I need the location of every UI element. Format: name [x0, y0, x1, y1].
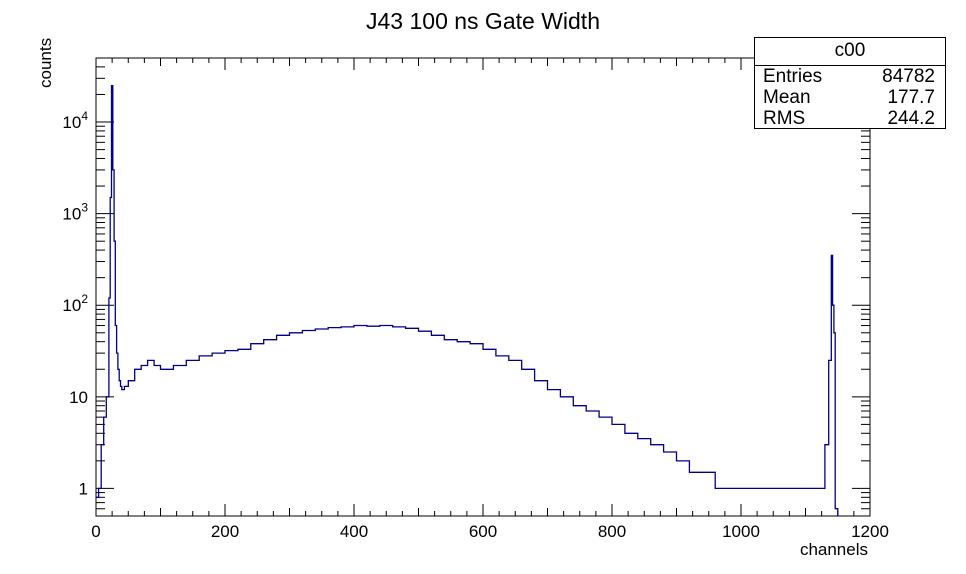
x-axis-ticks: 0 200 400 600 800 1000 1200 [91, 58, 889, 541]
stats-value: 177.7 [887, 87, 935, 108]
x-tick-label: 400 [340, 522, 368, 541]
y-tick-label: 104 [62, 109, 88, 132]
stats-box: c00 Entries 84782 Mean 177.7 RMS 244.2 [754, 37, 946, 129]
stats-row-entries: Entries 84782 [755, 66, 945, 87]
stats-row-mean: Mean 177.7 [755, 87, 945, 108]
y-tick-label: 102 [62, 292, 88, 315]
x-tick-label: 1200 [851, 522, 889, 541]
y-tick-label: 103 [62, 201, 88, 224]
stats-value: 244.2 [887, 108, 935, 129]
stats-row-rms: RMS 244.2 [755, 108, 945, 129]
stats-box-title: c00 [755, 38, 945, 66]
x-axis-label: channels [799, 540, 868, 559]
y-tick-label: 1 [79, 479, 88, 498]
stats-key: Entries [763, 66, 823, 87]
x-tick-label: 1000 [722, 522, 760, 541]
histogram-series-line [96, 84, 839, 516]
chart-title: J43 100 ns Gate Width [366, 8, 600, 34]
y-axis-ticks: 1 10 102 103 104 [62, 57, 870, 517]
x-tick-label: 800 [598, 522, 626, 541]
y-axis-label: counts [36, 37, 55, 88]
stats-key: Mean [763, 87, 811, 108]
x-tick-label: 200 [211, 522, 239, 541]
x-tick-label: 0 [91, 522, 100, 541]
x-tick-label: 600 [469, 522, 497, 541]
stats-key: RMS [763, 108, 806, 129]
y-tick-label: 10 [69, 388, 88, 407]
stats-value: 84782 [882, 66, 935, 87]
